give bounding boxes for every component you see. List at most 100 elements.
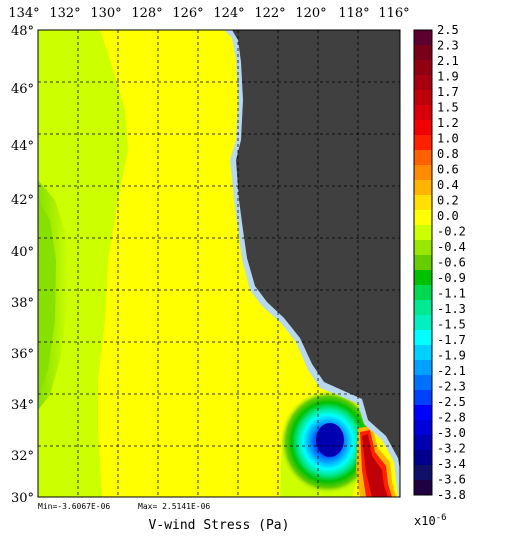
lat-tick-label: 44° — [11, 139, 34, 154]
lon-tick-label: 132° — [49, 6, 80, 21]
colorbar-swatch — [414, 135, 432, 151]
colorbar-label: -2.8 — [437, 411, 466, 425]
colorbar-swatch — [414, 195, 432, 211]
colorbar-label: -2.1 — [437, 364, 466, 378]
colorbar-label: -1.5 — [437, 318, 466, 332]
colorbar-label: 0.2 — [437, 194, 459, 208]
colorbar-exponent: x10-6 — [414, 513, 447, 528]
lat-tick-labels: 48° 46° 44° 42° 40° 38° 36° 34° 32° 30° — [11, 24, 34, 506]
colorbar-label: -2.3 — [437, 380, 466, 394]
colorbar-swatch — [414, 300, 432, 316]
colorbar-swatch — [414, 390, 432, 406]
colorbar-label: -3.6 — [437, 473, 466, 487]
lon-tick-label: 124° — [213, 6, 244, 21]
colorbar-label: -0.4 — [437, 240, 466, 254]
colorbar-swatch — [414, 255, 432, 271]
colorbar-swatch — [414, 285, 432, 301]
lon-tick-label: 134° — [8, 6, 39, 21]
colorbar-label: 0.0 — [437, 209, 459, 223]
colorbar-label: -3.8 — [437, 488, 466, 502]
colorbar-swatch — [414, 180, 432, 196]
colorbar-label: -1.7 — [437, 333, 466, 347]
colorbar-label: -3.0 — [437, 426, 466, 440]
colorbar-label: 2.3 — [437, 39, 459, 53]
colorbar-label: 0.6 — [437, 163, 459, 177]
colorbar-label: 0.4 — [437, 178, 459, 192]
colorbar-exponent-power: -6 — [436, 513, 447, 523]
colorbar-label: 1.5 — [437, 101, 459, 115]
colorbar-label: -0.2 — [437, 225, 466, 239]
lat-tick-label: 36° — [11, 347, 34, 362]
colorbar-swatch — [414, 75, 432, 91]
field-positive-patch-core — [362, 434, 388, 497]
gridlines — [38, 30, 400, 497]
lat-tick-label: 48° — [11, 24, 34, 39]
colorbar-swatch — [414, 225, 432, 241]
colorbar-swatch — [414, 315, 432, 331]
max-label: Max= 2.5141E-06 — [138, 502, 210, 511]
colorbar-exponent-base: x10 — [414, 514, 436, 528]
colorbar-swatch — [414, 150, 432, 166]
colorbar-swatch — [414, 60, 432, 76]
map-frame — [37, 29, 401, 498]
lat-tick-label: 38° — [11, 296, 34, 311]
colorbar-labels: 2.5 2.32.1 1.91.7 1.51.2 1.00.8 0.60.4 0.20.0 -… — [437, 23, 466, 502]
colorbar-label: -1.1 — [437, 287, 466, 301]
field-eddy-center — [316, 423, 344, 457]
colorbar-swatch — [414, 435, 432, 451]
colorbar-swatch — [414, 45, 432, 61]
lon-tick-labels: 134° 132° 130° 128° 126° 124° 122° 120° … — [8, 6, 409, 21]
colorbar-label: -2.5 — [437, 395, 466, 409]
colorbar-swatch — [414, 30, 432, 46]
lat-tick-label: 32° — [11, 449, 34, 464]
colorbar-swatch — [414, 345, 432, 361]
colorbar-label: -3.2 — [437, 442, 466, 456]
colorbar: 2.5 2.32.1 1.91.7 1.51.2 1.00.8 0.60.4 0.20.0 -… — [413, 23, 466, 528]
colorbar-swatch — [414, 465, 432, 481]
colorbar-label: 2.1 — [437, 54, 459, 68]
colorbar-label: -0.6 — [437, 256, 466, 270]
colorbar-swatches — [414, 30, 432, 496]
colorbar-swatch — [414, 240, 432, 256]
colorbar-swatch — [414, 360, 432, 376]
colorbar-swatch — [414, 330, 432, 346]
lon-tick-label: 118° — [338, 6, 369, 21]
colorbar-swatch — [414, 480, 432, 496]
lon-tick-label: 122° — [254, 6, 285, 21]
colorbar-label: 0.8 — [437, 147, 459, 161]
colorbar-frame — [413, 29, 433, 496]
lat-tick-label: 30° — [11, 491, 34, 506]
colorbar-swatch — [414, 375, 432, 391]
lat-tick-label: 34° — [11, 398, 34, 413]
min-label: Min=-3.6067E-06 — [38, 502, 110, 511]
colorbar-label: -3.4 — [437, 457, 466, 471]
field-band-medium — [38, 200, 56, 395]
colorbar-label: 1.9 — [437, 70, 459, 84]
colorbar-label: -0.9 — [437, 271, 466, 285]
colorbar-label: -1.3 — [437, 302, 466, 316]
colorbar-swatch — [414, 105, 432, 121]
colorbar-swatch — [414, 120, 432, 136]
colorbar-swatch — [414, 405, 432, 421]
colorbar-swatch — [414, 270, 432, 286]
lat-tick-label: 42° — [11, 193, 34, 208]
lon-tick-label: 128° — [131, 6, 162, 21]
colorbar-swatch — [414, 210, 432, 226]
colorbar-label: 1.7 — [437, 85, 459, 99]
colorbar-swatch — [414, 165, 432, 181]
colorbar-swatch — [414, 90, 432, 106]
lon-tick-label: 126° — [172, 6, 203, 21]
colorbar-label: 2.5 — [437, 23, 459, 37]
colorbar-swatch — [414, 420, 432, 436]
field-band-light — [38, 30, 128, 497]
lon-tick-label: 130° — [90, 6, 121, 21]
colorbar-label: -1.9 — [437, 349, 466, 363]
colorbar-swatch — [414, 450, 432, 466]
map-title: V-wind Stress (Pa) — [149, 518, 290, 533]
map-panel: 134° 132° 130° 128° 126° 124° 122° 120° … — [8, 6, 409, 533]
lon-tick-label: 116° — [378, 6, 409, 21]
colorbar-label: 1.2 — [437, 116, 459, 130]
lat-tick-label: 46° — [11, 82, 34, 97]
colorbar-label: 1.0 — [437, 132, 459, 146]
